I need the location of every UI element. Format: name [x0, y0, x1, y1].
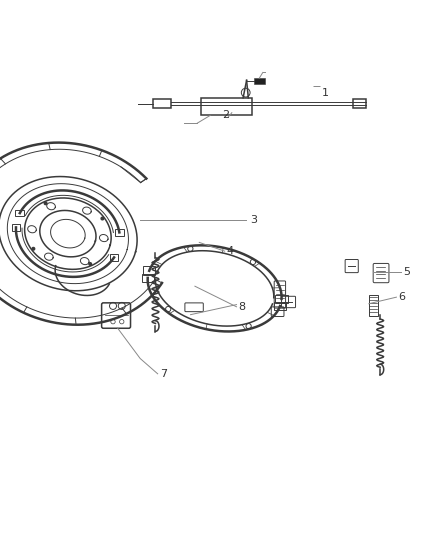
Circle shape — [44, 202, 47, 205]
Text: 5: 5 — [403, 266, 410, 277]
Bar — [201, 98, 252, 115]
Bar — [153, 99, 171, 108]
Text: 4: 4 — [227, 246, 234, 256]
Bar — [274, 302, 286, 310]
Bar — [141, 273, 154, 282]
Circle shape — [32, 247, 35, 250]
Text: 2: 2 — [223, 110, 230, 120]
Bar — [11, 224, 20, 231]
Bar — [369, 295, 378, 316]
Text: 3: 3 — [251, 215, 258, 224]
Circle shape — [89, 263, 92, 265]
Circle shape — [101, 217, 104, 220]
Text: 1: 1 — [322, 87, 329, 98]
Bar — [276, 295, 288, 303]
Bar — [15, 210, 24, 216]
Bar — [115, 229, 124, 236]
Bar — [143, 266, 155, 275]
Text: 7: 7 — [160, 369, 167, 379]
Bar — [110, 254, 118, 261]
Text: 6: 6 — [399, 292, 406, 302]
Bar — [353, 99, 366, 108]
Text: 8: 8 — [239, 302, 246, 312]
Bar — [254, 78, 265, 84]
